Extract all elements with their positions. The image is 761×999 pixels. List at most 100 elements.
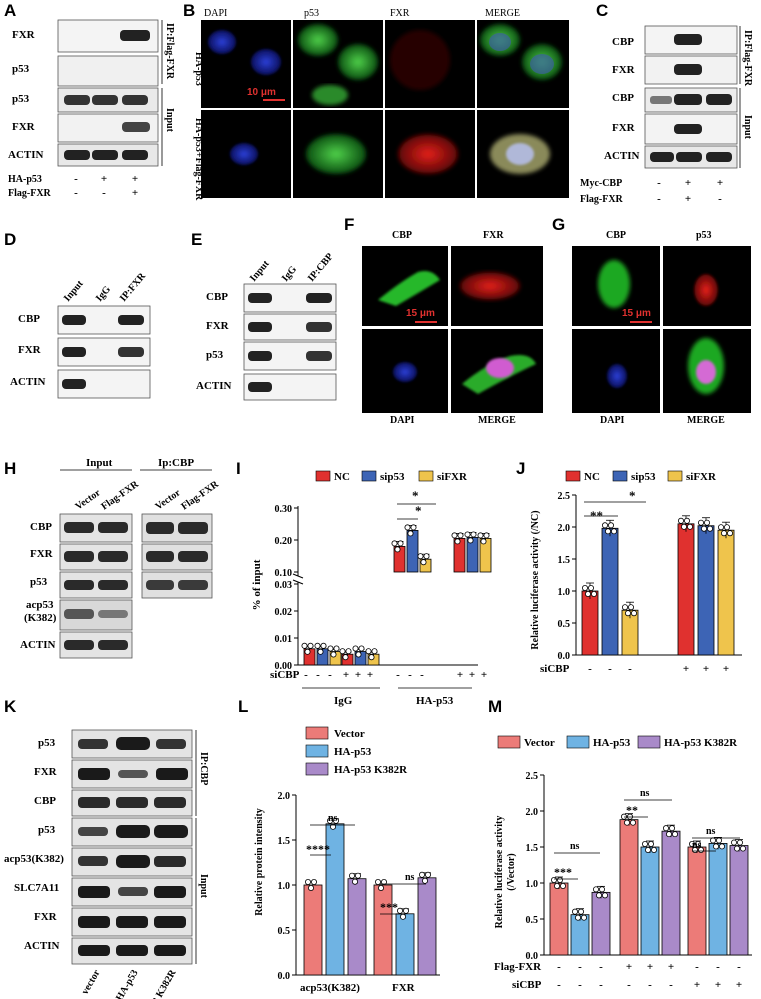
i-bars: [301, 524, 492, 666]
m-data-point: [581, 914, 588, 921]
b-row-label-2: HA-p53+Flag-FXR: [193, 118, 204, 201]
h-head-ip: Ip:CBP: [158, 457, 194, 469]
c-cond-value: +: [717, 177, 723, 189]
i-y-axis-label: % of input: [251, 559, 263, 610]
m-sicbp-value: +: [736, 979, 742, 991]
l-legend-swatch-hap53: [305, 744, 329, 758]
m-sicbp-value: +: [694, 979, 700, 991]
m-data-point: [596, 892, 603, 899]
l-x-label-2: FXR: [392, 982, 416, 994]
panel-e: E Input IgG IP:CBP CBP FXR p53 ACTIN: [191, 230, 337, 401]
i-sicbp-value: +: [367, 669, 373, 681]
l-legend-k382r: HA-p53 K382R: [334, 764, 408, 776]
i-data-point: [327, 645, 334, 652]
j-data-point: [602, 522, 609, 529]
m-legend-swatch-hap53: [566, 735, 590, 749]
i-legend-sifxr: siFXR: [437, 471, 468, 483]
l-data-point: [307, 885, 314, 892]
m-data-point: [651, 847, 658, 854]
a-cond-value: +: [132, 173, 138, 185]
a-cond-value: -: [74, 173, 78, 185]
k-row-label-2: FXR: [34, 766, 58, 778]
j-bar-nc: [677, 523, 695, 656]
m-data-point: [554, 883, 561, 890]
i-data-point: [355, 651, 362, 658]
m-data-point: [737, 839, 744, 846]
f-bottom-label-1: DAPI: [390, 415, 415, 426]
m-y-tick-label: 2.5: [526, 771, 539, 782]
m-y-tick-label: 2.0: [526, 807, 539, 818]
b-col-label-4: MERGE: [485, 8, 520, 19]
d-row-label-2: FXR: [18, 344, 42, 356]
i-group-igg: IgG: [334, 695, 353, 707]
f-scale-bar-label: 15 μm: [406, 308, 435, 319]
i-data-point: [410, 524, 417, 531]
m-flag-value: +: [647, 961, 653, 973]
j-sicbp-value: -: [628, 663, 632, 675]
m-sig-3: ns: [640, 788, 650, 799]
i-data-point: [483, 532, 490, 539]
i-group-hap53: HA-p53: [416, 695, 454, 707]
k-row-label-1: p53: [38, 737, 56, 749]
i-data-point: [420, 559, 427, 566]
i-sig-2: *: [415, 503, 422, 518]
a-row-label-5: ACTIN: [8, 149, 44, 161]
j-bar-sip53: [601, 527, 619, 656]
l-data-point: [348, 872, 355, 879]
j-sicbp-value: -: [608, 663, 612, 675]
m-flag-value: -: [599, 961, 603, 973]
i-data-point: [314, 642, 321, 649]
k-col-label-1: vector: [80, 968, 103, 997]
m-data-point: [734, 845, 741, 852]
m-y-axis-label-2: (/Vector): [506, 853, 517, 890]
j-y-axis-label: Relative luciferase activity (/NC): [530, 510, 541, 649]
i-data-point: [304, 648, 311, 655]
m-sicbp-value: -: [627, 979, 631, 991]
j-bar-sifxr: [717, 529, 735, 656]
l-data-point: [304, 879, 311, 886]
m-legend-swatch-k382r: [637, 735, 661, 749]
m-data-point: [630, 819, 637, 826]
i-data-point: [358, 645, 365, 652]
h-col-label-1: Vector: [73, 487, 103, 512]
j-sig-2: *: [629, 488, 636, 503]
i-data-point: [417, 553, 424, 560]
m-data-point: [572, 908, 579, 915]
i-legend-swatch-sip53: [361, 470, 377, 482]
j-y-tick-label: 0.0: [558, 651, 571, 662]
i-data-point: [342, 654, 349, 661]
j-sicbp-value: +: [703, 663, 709, 675]
m-flag-value: -: [737, 961, 741, 973]
m-data-point: [666, 831, 673, 838]
i-data-point: [407, 530, 414, 537]
j-sig-1: **: [590, 508, 603, 523]
a-row-label-2: p53: [12, 63, 30, 75]
h-head-input: Input: [86, 457, 113, 469]
l-data-point: [354, 872, 361, 879]
b-col-label-2: p53: [304, 8, 319, 19]
d-col-label-2: IgG: [94, 284, 113, 304]
i-sicbp-value: -: [328, 669, 332, 681]
m-data-point: [599, 886, 606, 893]
j-data-point: [698, 519, 705, 526]
l-data-point: [329, 823, 336, 830]
a-cond-value: -: [74, 187, 78, 199]
j-data-point: [718, 524, 725, 531]
i-data-point: [480, 538, 487, 545]
m-data-point: [672, 831, 679, 838]
l-bar-ha-p53-k382r: [347, 878, 367, 976]
i-legend-swatch-nc: [315, 470, 331, 482]
a-blot-strips: [57, 19, 159, 167]
l-legend-vector: Vector: [334, 728, 365, 740]
e-row-label-3: p53: [206, 349, 224, 361]
m-bar-ha-p53: [570, 914, 590, 956]
h-row-label-4: acp53: [26, 599, 54, 611]
d-col-label-3: IP:FXR: [118, 270, 149, 304]
b-row-label-1: HA-p53: [193, 52, 204, 86]
i-data-point: [394, 546, 401, 553]
i-y-tick-label: 0.10: [275, 568, 293, 579]
panel-g: G CBP p53 15 μm DAPI MERGE: [552, 215, 751, 426]
l-sig-4: ***: [380, 900, 398, 914]
h-row-label-5: (K382): [24, 612, 57, 624]
